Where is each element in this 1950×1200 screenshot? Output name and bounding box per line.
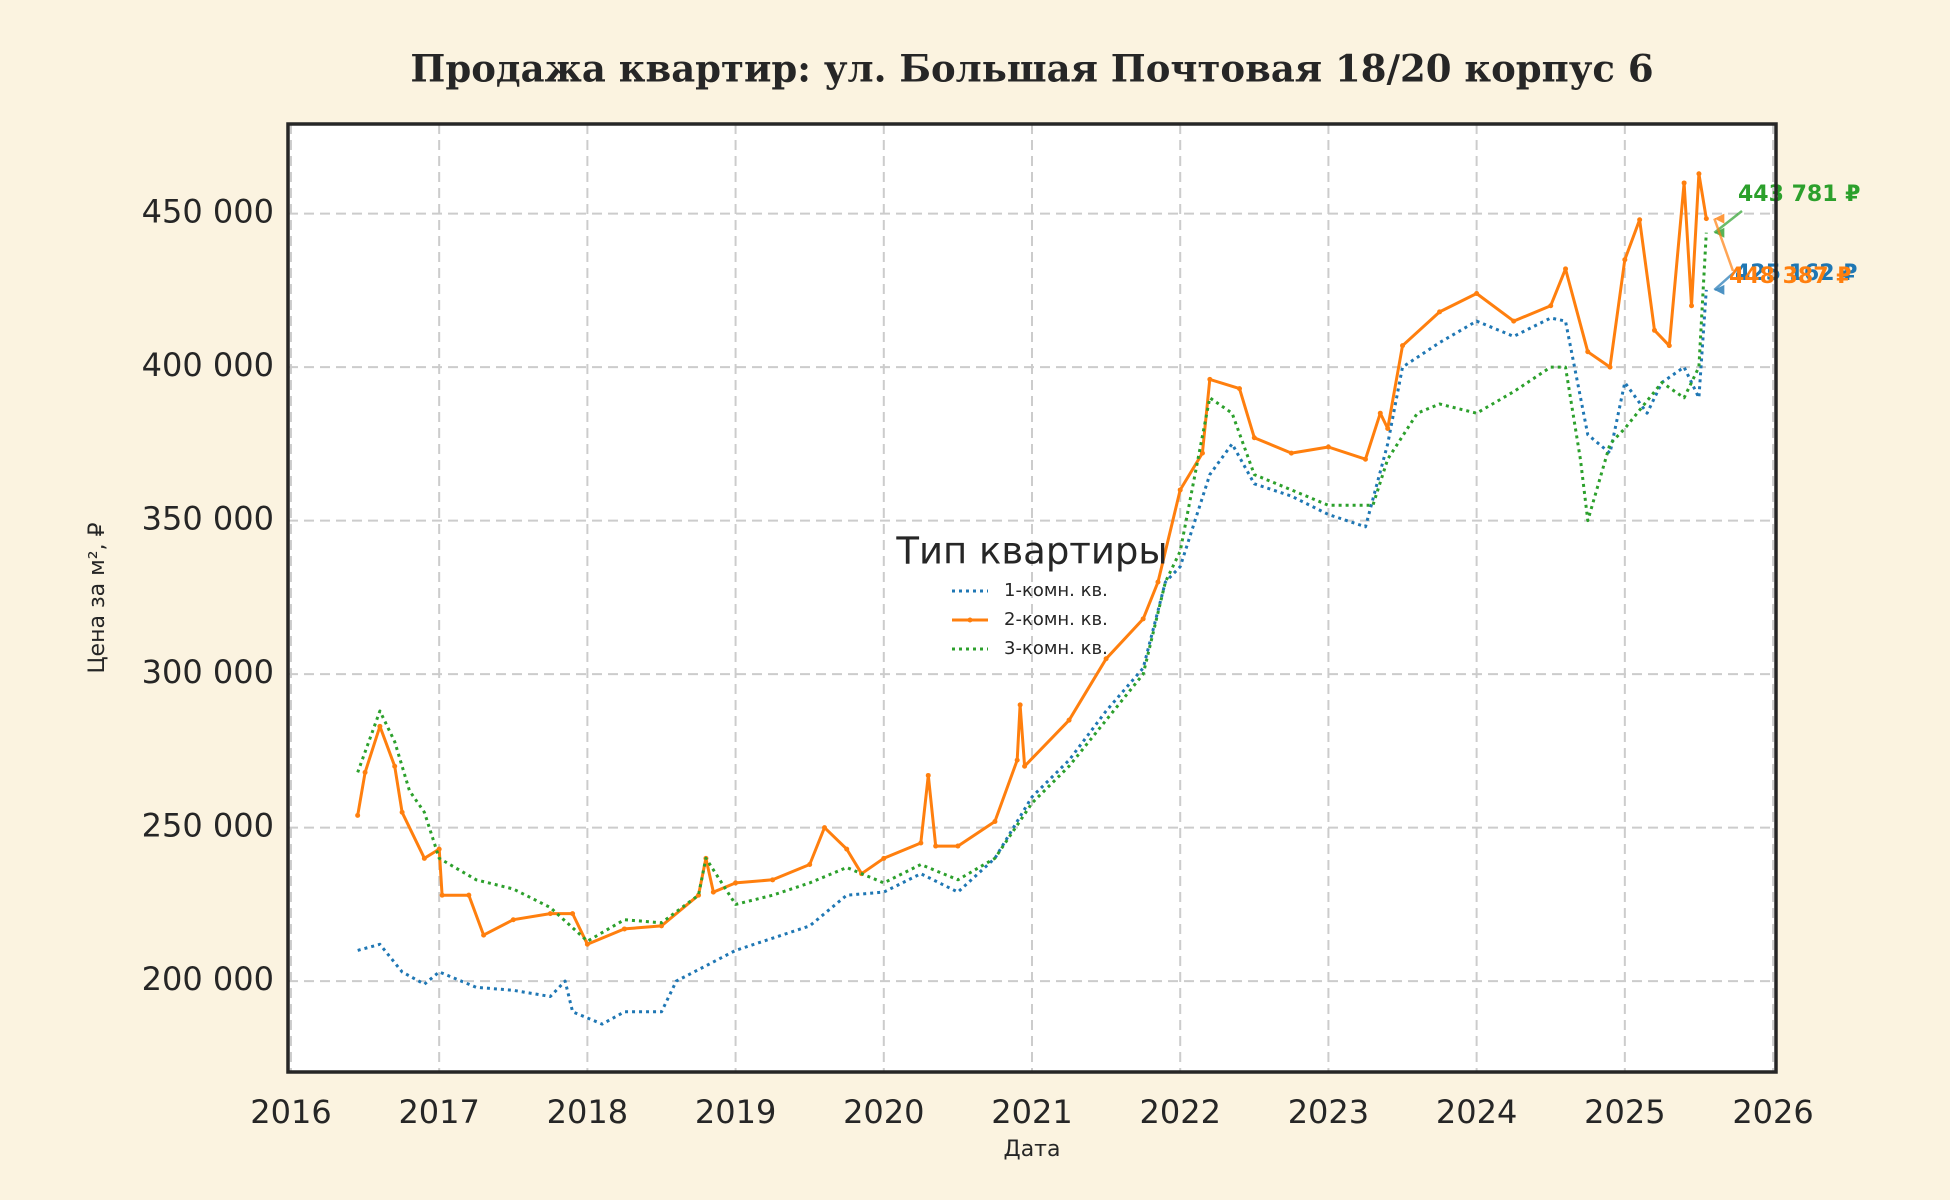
data-point xyxy=(466,892,472,898)
data-point xyxy=(1377,410,1383,416)
data-point xyxy=(1155,579,1161,585)
x-tick-label: 2024 xyxy=(1436,1093,1517,1131)
annotation: 443 781 ₽ xyxy=(1738,182,1860,207)
data-point xyxy=(1251,435,1257,441)
x-tick-label: 2019 xyxy=(695,1093,776,1131)
data-point xyxy=(1689,303,1695,309)
data-point xyxy=(1400,343,1406,349)
legend-title: Тип квартиры xyxy=(895,530,1167,573)
data-point xyxy=(1437,309,1443,315)
y-axis-label: Цена за м², ₽ xyxy=(85,522,110,673)
data-point xyxy=(1637,217,1643,223)
y-tick-label: 350 000 xyxy=(142,500,274,538)
annotation: 448 387 ₽ xyxy=(1729,264,1851,289)
legend-label: 1-комн. кв. xyxy=(1004,580,1108,601)
data-point xyxy=(822,825,828,831)
annotation-arrowhead xyxy=(1714,213,1725,224)
data-point xyxy=(1199,450,1205,456)
data-point xyxy=(1563,266,1569,272)
data-point xyxy=(844,846,850,852)
legend-label: 2-комн. кв. xyxy=(1004,609,1108,630)
data-point xyxy=(1140,616,1146,622)
x-tick-label: 2026 xyxy=(1732,1093,1813,1131)
data-point xyxy=(1325,444,1331,450)
y-tick-label: 450 000 xyxy=(142,193,274,231)
annotation-arrowhead xyxy=(1714,284,1725,295)
x-axis-label: Дата xyxy=(1004,1137,1061,1162)
data-point xyxy=(355,812,361,818)
data-point xyxy=(1022,763,1028,769)
data-point xyxy=(1681,180,1687,186)
data-point xyxy=(1177,487,1183,493)
data-point xyxy=(807,861,813,867)
data-line xyxy=(357,289,1708,1026)
data-point xyxy=(933,843,939,849)
legend-label: 3-комн. кв. xyxy=(1004,638,1108,659)
data-point xyxy=(881,855,887,861)
data-point xyxy=(377,723,383,729)
data-point xyxy=(1696,171,1702,177)
chart-title: Продажа квартир: ул. Большая Почтовая 18… xyxy=(410,47,1653,91)
data-point xyxy=(1548,303,1554,309)
data-point xyxy=(1103,656,1109,662)
data-point xyxy=(1585,349,1591,355)
data-point xyxy=(710,889,716,895)
annotation-arrow xyxy=(1713,218,1735,272)
data-point xyxy=(392,763,398,769)
x-tick-label: 2018 xyxy=(547,1093,628,1131)
data-point xyxy=(584,941,590,947)
y-tick-label: 300 000 xyxy=(142,653,274,691)
data-point xyxy=(770,877,776,883)
data-point xyxy=(992,818,998,824)
data-point xyxy=(1622,257,1628,263)
data-point xyxy=(1207,376,1213,382)
data-point xyxy=(547,911,553,917)
x-tick-label: 2020 xyxy=(843,1093,924,1131)
data-point xyxy=(399,809,405,815)
data-point xyxy=(1666,343,1672,349)
y-tick-label: 400 000 xyxy=(142,346,274,384)
x-tick-label: 2022 xyxy=(1139,1093,1220,1131)
data-line xyxy=(356,232,1708,943)
legend-marker xyxy=(967,617,973,623)
data-point xyxy=(621,926,627,932)
data-point xyxy=(1651,327,1657,333)
data-point xyxy=(925,772,931,778)
data-point xyxy=(1066,717,1072,723)
data-point xyxy=(1236,386,1242,392)
data-point xyxy=(1703,216,1709,222)
x-tick-label: 2016 xyxy=(250,1093,331,1131)
data-point xyxy=(1014,757,1020,763)
data-point xyxy=(510,917,516,923)
data-point xyxy=(733,880,739,886)
x-tick-label: 2021 xyxy=(991,1093,1072,1131)
data-point xyxy=(658,923,664,929)
data-point xyxy=(362,769,368,775)
plot-frame xyxy=(286,122,1778,1074)
data-point xyxy=(1607,364,1613,370)
data-point xyxy=(1362,456,1368,462)
data-point xyxy=(421,855,427,861)
data-point xyxy=(955,843,961,849)
y-tick-label: 250 000 xyxy=(142,807,274,845)
x-tick-label: 2025 xyxy=(1584,1093,1665,1131)
annotation: 425 162 ₽ xyxy=(1735,261,1857,286)
data-point xyxy=(1017,702,1023,708)
x-tick-label: 2023 xyxy=(1288,1093,1369,1131)
annotation-arrow xyxy=(1713,267,1740,291)
data-point xyxy=(918,840,924,846)
data-point xyxy=(1385,426,1391,432)
x-tick-label: 2017 xyxy=(398,1093,479,1131)
data-point xyxy=(1511,318,1517,324)
data-point xyxy=(1474,290,1480,296)
data-point xyxy=(481,932,487,938)
y-tick-label: 200 000 xyxy=(142,960,274,998)
data-point xyxy=(570,911,576,917)
data-point xyxy=(1288,450,1294,456)
data-point xyxy=(439,892,445,898)
data-line xyxy=(356,172,1708,946)
